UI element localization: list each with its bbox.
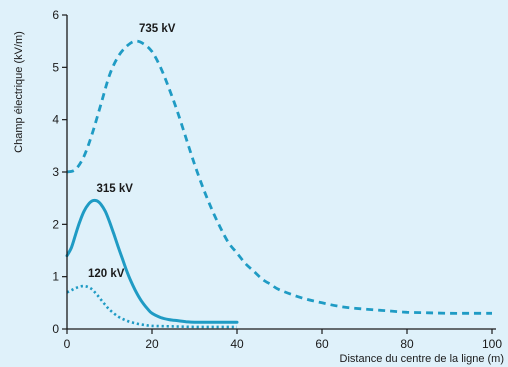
y-tick-label-0: 0 xyxy=(52,322,59,336)
y-tick-label-2: 2 xyxy=(52,217,59,231)
y-tick-label-6: 6 xyxy=(52,8,59,22)
y-tick-label-4: 4 xyxy=(52,113,59,127)
series-label-315-kv: 315 kV xyxy=(97,183,134,195)
series-label-735-kv: 735 kV xyxy=(139,23,176,35)
x-axis-title: Distance du centre de la ligne (m) xyxy=(340,353,504,365)
x-tick-label-60: 60 xyxy=(315,337,329,351)
y-tick-label-5: 5 xyxy=(52,60,59,74)
x-tick-label-20: 20 xyxy=(145,337,159,351)
plot-area: 735 kV 315 kV 120 kV xyxy=(65,23,492,329)
series-line-315-kv xyxy=(65,198,239,324)
series-label-120-kv: 120 kV xyxy=(88,268,125,280)
x-tick-label-40: 40 xyxy=(230,337,244,351)
y-tick-label-1: 1 xyxy=(52,270,59,284)
series-line-120-kv xyxy=(66,284,237,329)
x-tick-label-0: 0 xyxy=(64,337,71,351)
x-tick-label-80: 80 xyxy=(400,337,414,351)
x-tick-label-100: 100 xyxy=(482,337,502,351)
series-line-735-kv xyxy=(66,39,492,315)
y-axis-title: Champ électrique (kV/m) xyxy=(13,31,25,153)
y-tick-label-3: 3 xyxy=(52,165,59,179)
